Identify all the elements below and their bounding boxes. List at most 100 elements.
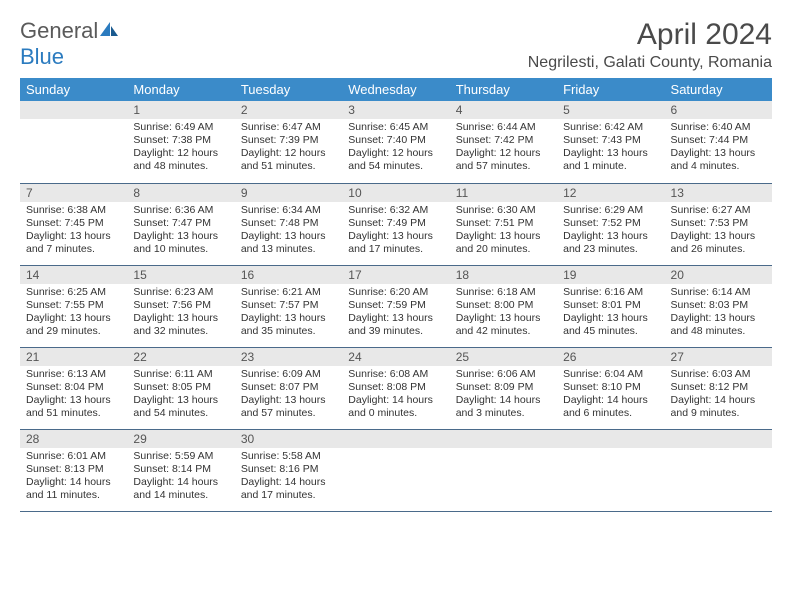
sunrise-line: Sunrise: 6:23 AM	[133, 286, 228, 299]
day-details: Sunrise: 6:40 AMSunset: 7:44 PMDaylight:…	[665, 119, 772, 178]
calendar-cell: 4 Sunrise: 6:44 AMSunset: 7:42 PMDaylight…	[450, 101, 557, 183]
calendar-cell: 21Sunrise: 6:13 AMSunset: 8:04 PMDayligh…	[20, 347, 127, 429]
day-details: Sunrise: 6:08 AMSunset: 8:08 PMDaylight:…	[342, 366, 449, 425]
calendar-cell: 1Sunrise: 6:49 AMSunset: 7:38 PMDaylight…	[127, 101, 234, 183]
daylight-line-1: Daylight: 13 hours	[26, 230, 121, 243]
calendar-cell: 5Sunrise: 6:42 AMSunset: 7:43 PMDaylight…	[557, 101, 664, 183]
day-number: 6	[665, 101, 772, 119]
daylight-line-2: and 45 minutes.	[563, 325, 658, 338]
day-details: Sunrise: 6:29 AMSunset: 7:52 PMDaylight:…	[557, 202, 664, 261]
header: General Blue April 2024 Negrilesti, Gala…	[20, 18, 772, 72]
weekday-header: Wednesday	[342, 78, 449, 101]
location: Negrilesti, Galati County, Romania	[528, 54, 772, 72]
sunrise-line: Sunrise: 6:38 AM	[26, 204, 121, 217]
day-details: Sunrise: 6:27 AMSunset: 7:53 PMDaylight:…	[665, 202, 772, 261]
day-details: Sunrise: 6:45 AMSunset: 7:40 PMDaylight:…	[342, 119, 449, 178]
daylight-line-1: Daylight: 13 hours	[671, 147, 766, 160]
calendar-cell: 20Sunrise: 6:14 AMSunset: 8:03 PMDayligh…	[665, 265, 772, 347]
calendar-cell: 11Sunrise: 6:30 AMSunset: 7:51 PMDayligh…	[450, 183, 557, 265]
day-number: 3	[342, 101, 449, 119]
weekday-header-row: SundayMondayTuesdayWednesdayThursdayFrid…	[20, 78, 772, 101]
daylight-line-2: and 39 minutes.	[348, 325, 443, 338]
sunset-line: Sunset: 7:53 PM	[671, 217, 766, 230]
sunrise-line: Sunrise: 6:01 AM	[26, 450, 121, 463]
sunrise-line: Sunrise: 6:11 AM	[133, 368, 228, 381]
sunset-line: Sunset: 7:56 PM	[133, 299, 228, 312]
daylight-line-1: Daylight: 14 hours	[241, 476, 336, 489]
calendar-cell: 12Sunrise: 6:29 AMSunset: 7:52 PMDayligh…	[557, 183, 664, 265]
calendar-cell: 17Sunrise: 6:20 AMSunset: 7:59 PMDayligh…	[342, 265, 449, 347]
day-number: 1	[127, 101, 234, 119]
sunset-line: Sunset: 7:45 PM	[26, 217, 121, 230]
calendar-cell: 24Sunrise: 6:08 AMSunset: 8:08 PMDayligh…	[342, 347, 449, 429]
day-number: 9	[235, 184, 342, 202]
sunset-line: Sunset: 8:12 PM	[671, 381, 766, 394]
sunset-line: Sunset: 7:57 PM	[241, 299, 336, 312]
day-details: Sunrise: 6:13 AMSunset: 8:04 PMDaylight:…	[20, 366, 127, 425]
calendar-row: 1Sunrise: 6:49 AMSunset: 7:38 PMDaylight…	[20, 101, 772, 183]
sunrise-line: Sunrise: 6:25 AM	[26, 286, 121, 299]
weekday-header: Sunday	[20, 78, 127, 101]
day-details: Sunrise: 6:34 AMSunset: 7:48 PMDaylight:…	[235, 202, 342, 261]
sunset-line: Sunset: 8:08 PM	[348, 381, 443, 394]
sunrise-line: Sunrise: 6:08 AM	[348, 368, 443, 381]
day-details: Sunrise: 6:14 AMSunset: 8:03 PMDaylight:…	[665, 284, 772, 343]
daylight-line-2: and 13 minutes.	[241, 243, 336, 256]
sunset-line: Sunset: 7:42 PM	[456, 134, 551, 147]
calendar-cell: 8Sunrise: 6:36 AMSunset: 7:47 PMDaylight…	[127, 183, 234, 265]
day-number: 22	[127, 348, 234, 366]
sunrise-line: Sunrise: 6:29 AM	[563, 204, 658, 217]
sunset-line: Sunset: 8:04 PM	[26, 381, 121, 394]
sunrise-line: Sunrise: 6:30 AM	[456, 204, 551, 217]
daylight-line-2: and 14 minutes.	[133, 489, 228, 502]
calendar-cell: 22Sunrise: 6:11 AMSunset: 8:05 PMDayligh…	[127, 347, 234, 429]
daylight-line-1: Daylight: 13 hours	[26, 312, 121, 325]
sunrise-line: Sunrise: 6:32 AM	[348, 204, 443, 217]
sunrise-line: Sunrise: 6:20 AM	[348, 286, 443, 299]
day-number: 16	[235, 266, 342, 284]
logo-general: General	[20, 18, 98, 43]
calendar-cell	[20, 101, 127, 183]
daylight-line-1: Daylight: 12 hours	[456, 147, 551, 160]
daylight-line-1: Daylight: 13 hours	[348, 312, 443, 325]
daylight-line-1: Daylight: 13 hours	[133, 230, 228, 243]
daylight-line-2: and 20 minutes.	[456, 243, 551, 256]
day-details: Sunrise: 6:21 AMSunset: 7:57 PMDaylight:…	[235, 284, 342, 343]
day-number: 19	[557, 266, 664, 284]
calendar-cell: 25Sunrise: 6:06 AMSunset: 8:09 PMDayligh…	[450, 347, 557, 429]
sunset-line: Sunset: 8:14 PM	[133, 463, 228, 476]
day-number: 28	[20, 430, 127, 448]
daylight-line-2: and 54 minutes.	[133, 407, 228, 420]
day-details: Sunrise: 6:03 AMSunset: 8:12 PMDaylight:…	[665, 366, 772, 425]
day-details: Sunrise: 6:42 AMSunset: 7:43 PMDaylight:…	[557, 119, 664, 178]
day-number: 30	[235, 430, 342, 448]
day-number	[665, 430, 772, 448]
day-number: 4	[450, 101, 557, 119]
daylight-line-2: and 57 minutes.	[456, 160, 551, 173]
day-number: 11	[450, 184, 557, 202]
day-number: 23	[235, 348, 342, 366]
daylight-line-2: and 1 minute.	[563, 160, 658, 173]
sunrise-line: Sunrise: 6:44 AM	[456, 121, 551, 134]
day-number: 27	[665, 348, 772, 366]
day-number	[342, 430, 449, 448]
day-details: Sunrise: 6:30 AMSunset: 7:51 PMDaylight:…	[450, 202, 557, 261]
daylight-line-2: and 9 minutes.	[671, 407, 766, 420]
daylight-line-2: and 51 minutes.	[241, 160, 336, 173]
calendar-table: SundayMondayTuesdayWednesdayThursdayFrid…	[20, 78, 772, 512]
daylight-line-2: and 57 minutes.	[241, 407, 336, 420]
title-block: April 2024 Negrilesti, Galati County, Ro…	[528, 18, 772, 72]
daylight-line-2: and 32 minutes.	[133, 325, 228, 338]
sunset-line: Sunset: 7:47 PM	[133, 217, 228, 230]
daylight-line-2: and 51 minutes.	[26, 407, 121, 420]
day-number: 26	[557, 348, 664, 366]
daylight-line-1: Daylight: 13 hours	[456, 230, 551, 243]
day-details: Sunrise: 6:49 AMSunset: 7:38 PMDaylight:…	[127, 119, 234, 178]
sunset-line: Sunset: 7:51 PM	[456, 217, 551, 230]
sunset-line: Sunset: 8:13 PM	[26, 463, 121, 476]
daylight-line-1: Daylight: 14 hours	[563, 394, 658, 407]
calendar-cell: 18Sunrise: 6:18 AMSunset: 8:00 PMDayligh…	[450, 265, 557, 347]
day-details: Sunrise: 6:18 AMSunset: 8:00 PMDaylight:…	[450, 284, 557, 343]
calendar-cell: 13Sunrise: 6:27 AMSunset: 7:53 PMDayligh…	[665, 183, 772, 265]
calendar-cell: 7Sunrise: 6:38 AMSunset: 7:45 PMDaylight…	[20, 183, 127, 265]
